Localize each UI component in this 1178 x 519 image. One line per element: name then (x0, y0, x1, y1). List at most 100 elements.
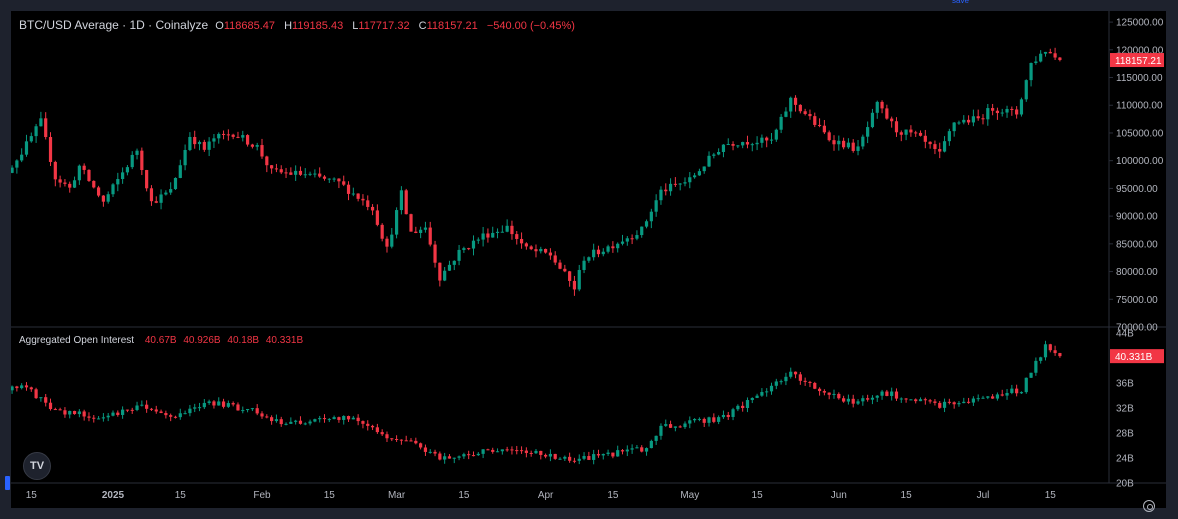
candle-body (197, 141, 202, 145)
candle-body (832, 393, 836, 395)
candle-body (332, 178, 336, 180)
candle-body (563, 456, 567, 459)
candle-body (568, 271, 572, 281)
candle-body (611, 246, 615, 249)
oi-title[interactable]: Aggregated Open Interest (19, 335, 135, 346)
candle-body (183, 413, 187, 415)
candle-body (452, 260, 456, 265)
candle-body (221, 401, 226, 407)
candle-body (72, 410, 77, 415)
candle-body (270, 417, 274, 422)
candle-body (765, 137, 769, 141)
candle-body (303, 174, 307, 176)
price-tick-label: 115000.00 (1116, 73, 1163, 84)
time-tick-label: 15 (175, 490, 187, 501)
last-oi-tag: 40.331B (1115, 352, 1153, 363)
candle-body (577, 458, 581, 461)
candle-body (265, 416, 269, 418)
candle-body (524, 450, 528, 453)
candle-body (106, 194, 110, 202)
candle-body (1034, 360, 1038, 373)
candle-body (741, 405, 745, 409)
candle-body (308, 421, 312, 424)
candle-body (260, 145, 264, 157)
candle-body (342, 416, 346, 420)
candle-body (510, 449, 514, 451)
candle-body (596, 249, 601, 255)
candle-body (390, 438, 394, 440)
candle-body (568, 456, 572, 461)
candle-body (745, 400, 750, 409)
candle-body (423, 227, 428, 230)
candle-body (327, 419, 331, 421)
candle-body (318, 418, 322, 420)
candle-body (952, 122, 956, 132)
candle-body (226, 403, 230, 407)
candle-body (880, 391, 884, 396)
candle-body (24, 385, 29, 388)
time-tick-label: 15 (1045, 490, 1057, 501)
close-label: C (418, 20, 427, 32)
candle-body (462, 454, 466, 457)
candle-body (539, 450, 543, 455)
chart-area[interactable]: 125000.00 120000.00 115000.00 110000.00 1050… (0, 11, 1166, 512)
time-axis: 15 2025 15 Feb 15 Mar 15 Apr 15 May 15 Jun 15 Jul 15 (26, 490, 1057, 501)
tradingview-logo-icon[interactable]: TV (23, 452, 51, 480)
candle-body (447, 264, 452, 271)
candle-body (1039, 53, 1043, 62)
candle-body (789, 371, 793, 377)
candle-body (409, 214, 413, 232)
candle-body (717, 417, 721, 422)
candle-body (534, 450, 538, 454)
candle-body (793, 97, 798, 105)
candle-body (942, 401, 947, 408)
candle-body (717, 152, 721, 155)
candle-body (433, 244, 437, 263)
gear-icon[interactable] (1143, 500, 1155, 512)
candle-body (193, 136, 197, 145)
candle-body (438, 262, 442, 281)
candle-body (673, 183, 677, 185)
symbol-title[interactable]: BTC/USD Average · 1D · Coinalyze (19, 18, 209, 32)
candle-body (284, 172, 288, 174)
candle-body (332, 417, 336, 420)
oi-low: 40.18B (227, 335, 260, 346)
candle-body (159, 411, 163, 414)
candle-body (149, 408, 154, 410)
chart-canvas[interactable]: 125000.00 120000.00 115000.00 110000.00 1050… (0, 11, 1166, 508)
candle-body (53, 161, 57, 180)
candle-body (250, 408, 254, 410)
candle-body (606, 452, 610, 454)
candle-body (1048, 344, 1052, 351)
candle-body (664, 424, 668, 426)
candle-body (154, 201, 158, 203)
candle-body (140, 150, 144, 171)
candle-body (279, 419, 283, 425)
candle-body (399, 190, 403, 211)
candle-body (121, 172, 125, 180)
candle-body (322, 176, 327, 179)
save-link[interactable]: save (952, 0, 969, 5)
candle-body (394, 210, 399, 235)
time-tick-label: May (680, 490, 699, 501)
time-tick-label: 15 (901, 490, 913, 501)
candle-body (178, 413, 182, 418)
candle-body (909, 399, 913, 401)
candle-body (813, 382, 817, 389)
candle-body (635, 447, 639, 449)
candle-body (688, 420, 692, 424)
candle-body (207, 401, 211, 403)
candle-body (1024, 80, 1028, 100)
sidebar-toggle-handle[interactable] (5, 476, 10, 490)
candle-body (111, 184, 115, 195)
candle-body (649, 440, 653, 449)
candle-body (678, 183, 682, 185)
candle-body (63, 410, 67, 415)
candle-body (183, 149, 187, 166)
candle-body (693, 175, 697, 178)
candle-body (702, 418, 706, 423)
last-price-tag-bg (1110, 53, 1164, 68)
candle-body (587, 257, 591, 261)
candle-body (29, 387, 33, 390)
